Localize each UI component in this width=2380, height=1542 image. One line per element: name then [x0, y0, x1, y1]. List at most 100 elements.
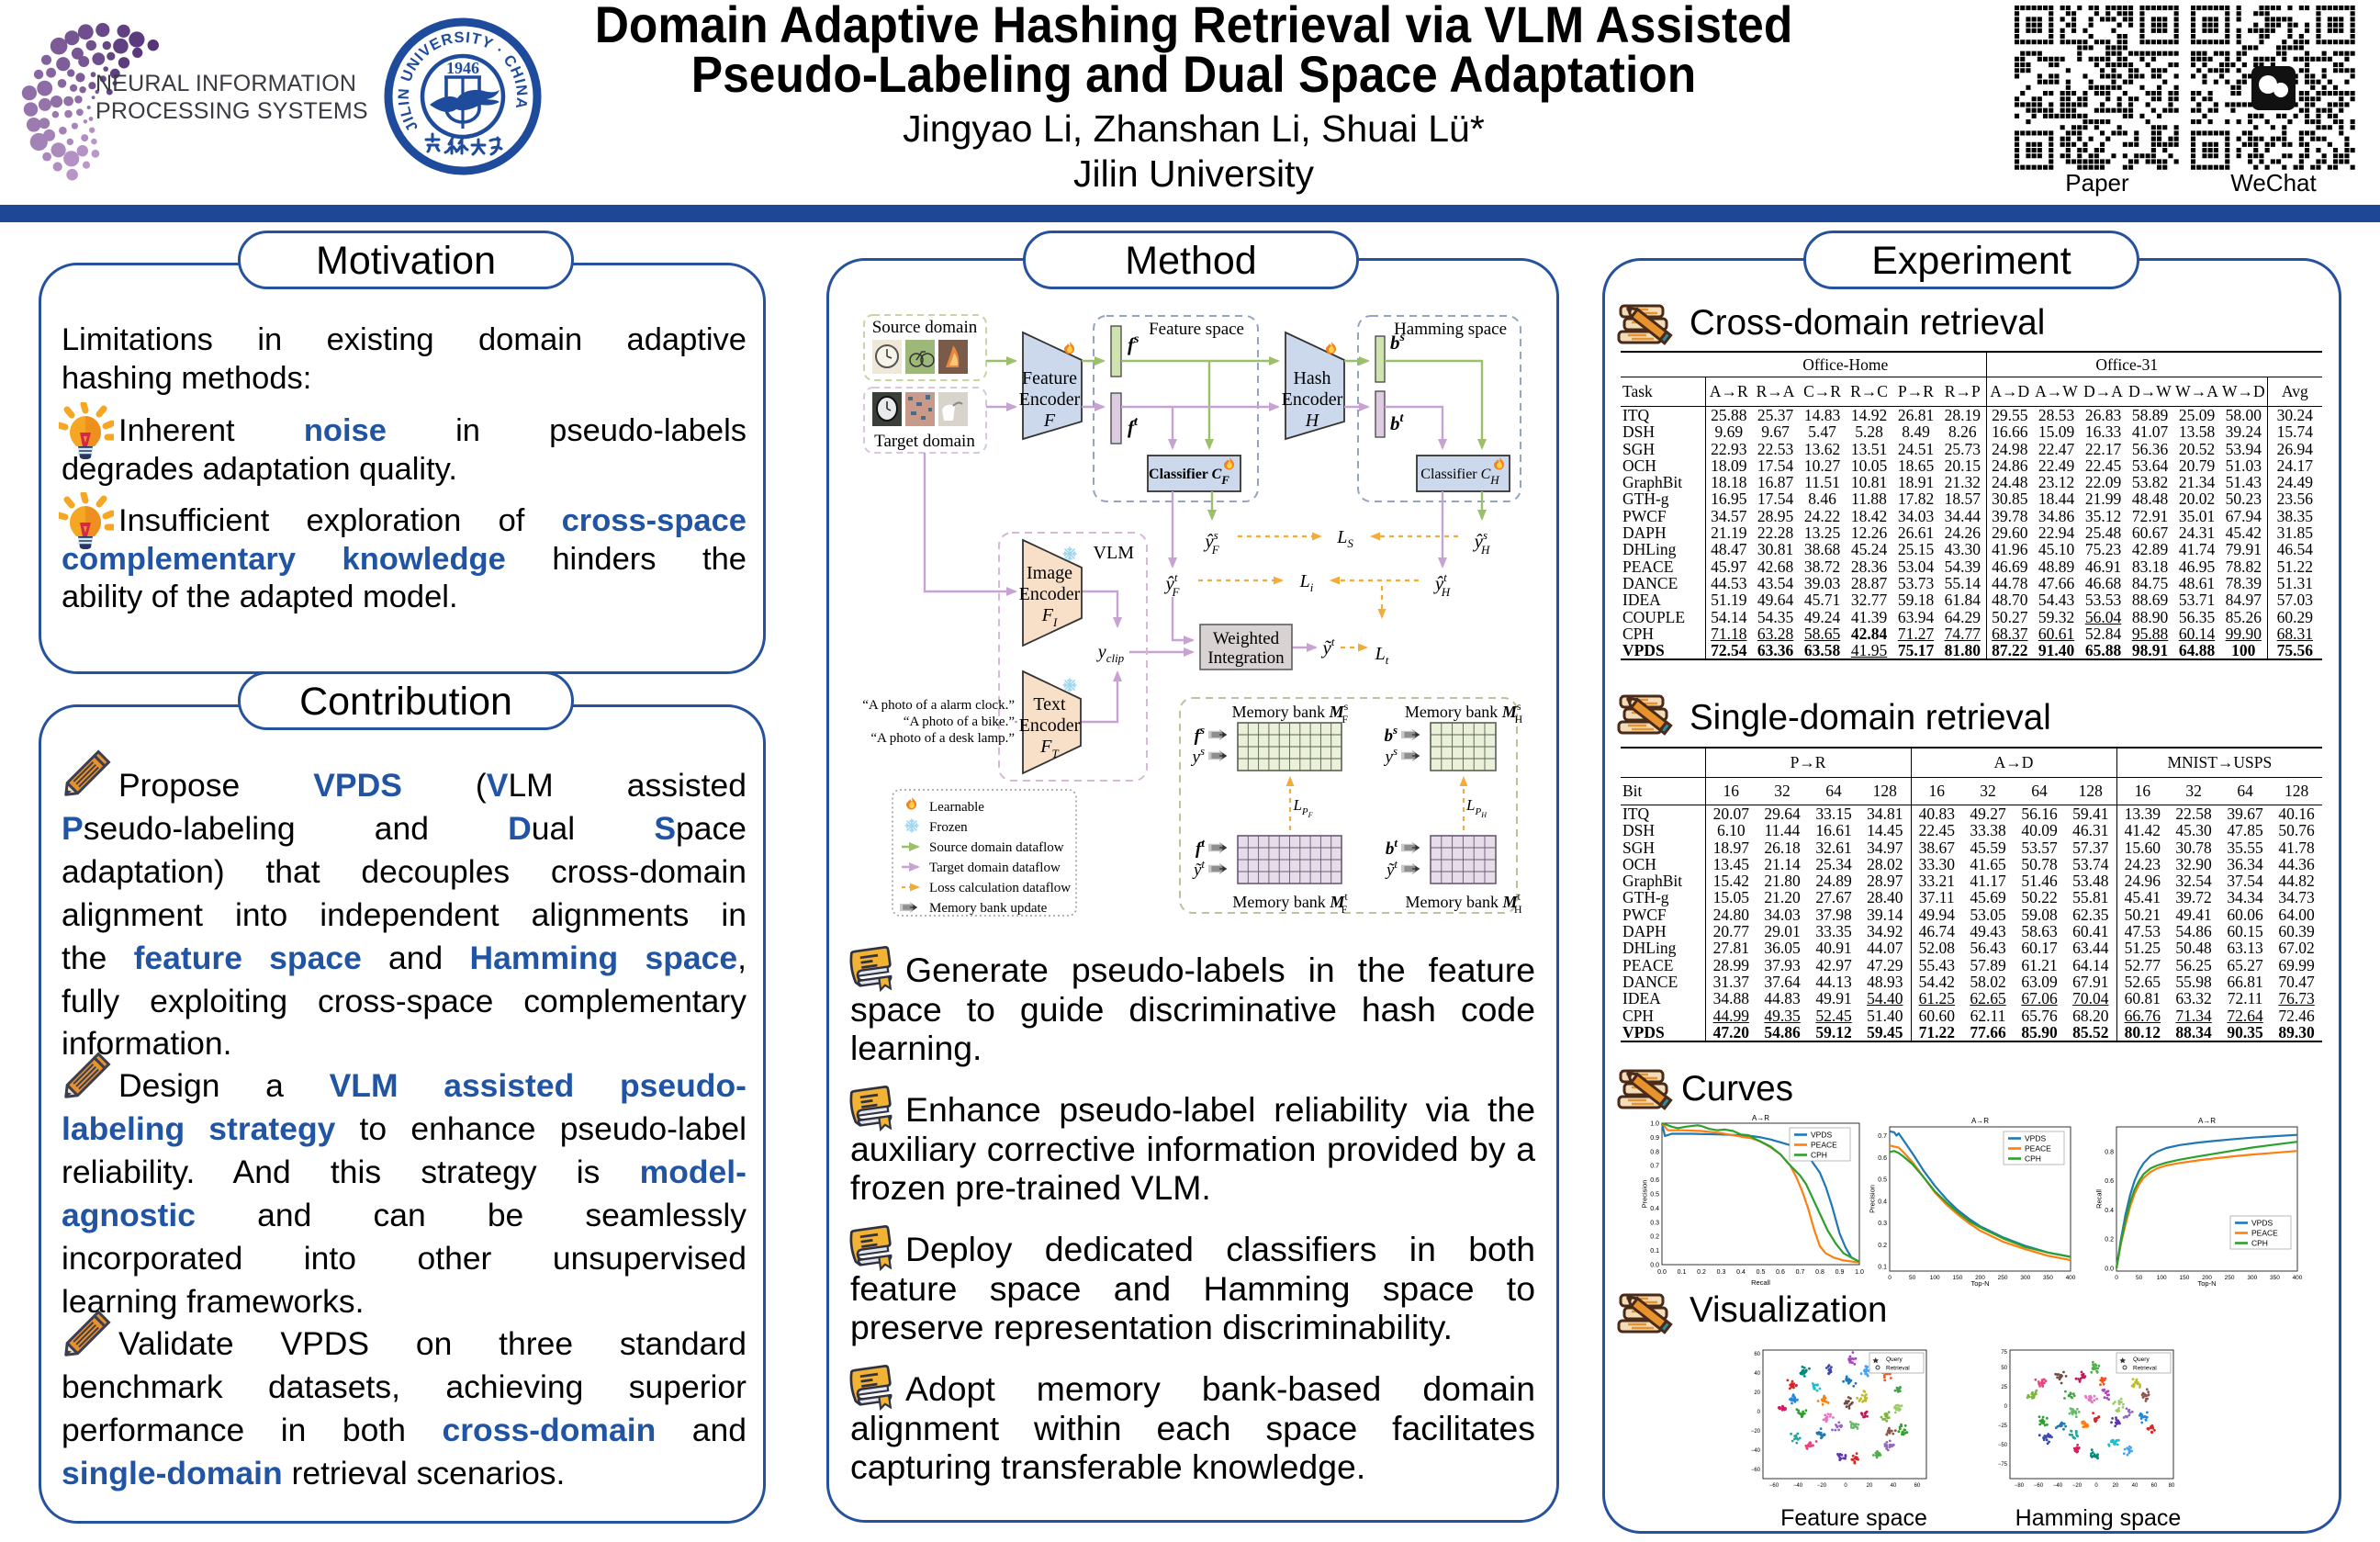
- svg-text:−40: −40: [1793, 1483, 1803, 1489]
- svg-text:400: 400: [2066, 1275, 2076, 1281]
- svg-text:fs: fs: [1195, 723, 1205, 746]
- svg-text:Classifier CF: Classifier CF: [1149, 467, 1229, 487]
- svg-text:Learnable: Learnable: [929, 800, 984, 815]
- svg-text:50: 50: [1909, 1275, 1916, 1281]
- svg-text:ft: ft: [1196, 836, 1205, 859]
- svg-text:Memory bank MsF: Memory bank Ms F: [1232, 700, 1349, 726]
- svg-text:Top-N: Top-N: [1970, 1279, 1989, 1288]
- svg-text:ŷsH: ŷs H: [1473, 528, 1490, 557]
- svg-text:PEACE: PEACE: [1811, 1141, 1837, 1150]
- svg-text:0.6: 0.6: [1650, 1177, 1659, 1184]
- svg-text:Encoder: Encoder: [1019, 715, 1081, 736]
- svg-text:0.0: 0.0: [1650, 1263, 1659, 1269]
- svg-text:0: 0: [2094, 1483, 2098, 1489]
- svg-text:Hash: Hash: [1293, 368, 1330, 388]
- svg-text:75: 75: [2001, 1350, 2007, 1356]
- svg-text:60: 60: [1914, 1483, 1921, 1489]
- svg-text:H: H: [1305, 411, 1320, 431]
- svg-text:Memory bank update: Memory bank update: [929, 901, 1048, 916]
- svg-text:−20: −20: [1751, 1429, 1761, 1435]
- svg-text:Encoder: Encoder: [1019, 389, 1081, 410]
- svg-text:0.6: 0.6: [2105, 1178, 2114, 1185]
- svg-text:Top-N: Top-N: [2197, 1279, 2216, 1288]
- svg-text:0.8: 0.8: [1815, 1269, 1824, 1276]
- svg-text:0.0: 0.0: [1657, 1269, 1667, 1276]
- svg-text:−40: −40: [2053, 1483, 2063, 1489]
- svg-text:80: 80: [2169, 1483, 2175, 1489]
- svg-text:ys: ys: [1384, 744, 1398, 767]
- svg-text:0.6: 0.6: [1878, 1155, 1887, 1162]
- svg-text:“A photo of a desk lamp.”: “A photo of a desk lamp.”: [870, 731, 1015, 746]
- svg-text:ys: ys: [1191, 744, 1206, 767]
- svg-text:250: 250: [2225, 1275, 2235, 1281]
- svg-text:CPH: CPH: [1811, 1151, 1827, 1160]
- svg-text:A→R: A→R: [2198, 1117, 2216, 1125]
- svg-text:ỹt: ỹt: [1385, 857, 1398, 880]
- svg-text:Loss calculation dataflow: Loss calculation dataflow: [929, 881, 1071, 895]
- svg-text:A→R: A→R: [1971, 1117, 1989, 1125]
- svg-text:100: 100: [2157, 1275, 2167, 1281]
- svg-text:1946: 1946: [446, 59, 479, 77]
- svg-text:−20: −20: [2072, 1483, 2082, 1489]
- svg-text:“A photo of a bike.”: “A photo of a bike.”: [904, 715, 1015, 729]
- svg-text:350: 350: [2270, 1275, 2280, 1281]
- svg-text:yclip: yclip: [1096, 642, 1125, 665]
- svg-text:VPDS: VPDS: [1811, 1131, 1832, 1140]
- svg-text:Li: Li: [1299, 571, 1314, 594]
- svg-text:−60: −60: [1769, 1483, 1779, 1489]
- svg-text:0.9: 0.9: [1836, 1269, 1845, 1276]
- svg-text:Frozen: Frozen: [929, 820, 968, 835]
- svg-text:−80: −80: [2015, 1483, 2025, 1489]
- svg-text:Lt: Lt: [1375, 644, 1389, 667]
- svg-text:ft: ft: [1128, 415, 1139, 438]
- svg-text:Precision: Precision: [1869, 1185, 1877, 1213]
- svg-text:200: 200: [1975, 1275, 1985, 1281]
- svg-text:Retrieval: Retrieval: [1886, 1366, 1910, 1372]
- svg-text:VPDS: VPDS: [2025, 1134, 2046, 1143]
- svg-text:VPDS: VPDS: [2251, 1219, 2273, 1228]
- svg-text:ŷtH: ŷt H: [1433, 570, 1451, 599]
- svg-text:PEACE: PEACE: [2025, 1144, 2051, 1154]
- svg-text:Memory bank MsH: Memory bank Ms H: [1405, 700, 1523, 726]
- svg-text:Classifier CH: Classifier CH: [1420, 467, 1499, 487]
- svg-text:0.5: 0.5: [1878, 1177, 1887, 1184]
- svg-text:Source domain dataflow: Source domain dataflow: [929, 840, 1064, 855]
- svg-text:−40: −40: [1751, 1448, 1761, 1454]
- svg-text:0: 0: [1888, 1275, 1892, 1281]
- svg-text:bs: bs: [1384, 723, 1398, 746]
- svg-text:0.8: 0.8: [2105, 1150, 2114, 1156]
- svg-text:50: 50: [2136, 1275, 2143, 1281]
- svg-text:40: 40: [1754, 1371, 1760, 1377]
- svg-text:1.0: 1.0: [1650, 1121, 1659, 1128]
- svg-text:−50: −50: [1998, 1443, 2008, 1448]
- svg-text:Encoder: Encoder: [1019, 584, 1081, 604]
- svg-text:0.4: 0.4: [1650, 1206, 1659, 1212]
- svg-text:Query: Query: [2133, 1356, 2150, 1363]
- svg-text:−75: −75: [1998, 1462, 2008, 1468]
- svg-text:25: 25: [2001, 1385, 2007, 1390]
- svg-text:0.4: 0.4: [2105, 1208, 2114, 1214]
- svg-text:−60: −60: [1751, 1468, 1761, 1473]
- svg-text:ŷsF: ŷs F: [1203, 528, 1219, 557]
- svg-text:ŷtF: ŷt F: [1164, 570, 1181, 599]
- svg-text:bt: bt: [1390, 411, 1405, 434]
- svg-text:fs: fs: [1128, 332, 1139, 355]
- svg-text:Feature: Feature: [1022, 368, 1077, 388]
- svg-text:ỹt: ỹt: [1192, 857, 1205, 880]
- svg-text:0.1: 0.1: [1650, 1248, 1659, 1255]
- svg-text:LPF: LPF: [1292, 796, 1312, 819]
- svg-text:400: 400: [2293, 1275, 2303, 1281]
- svg-text:200: 200: [2202, 1275, 2212, 1281]
- svg-text:0.4: 0.4: [1736, 1269, 1746, 1276]
- svg-text:0.8: 0.8: [1650, 1149, 1659, 1155]
- svg-text:0.2: 0.2: [2105, 1237, 2114, 1244]
- svg-text:Memory bank MtF: Memory bank Mt F: [1232, 890, 1348, 916]
- svg-text:0.0: 0.0: [2105, 1266, 2114, 1272]
- svg-text:Hamming space: Hamming space: [1394, 320, 1507, 339]
- svg-text:0.6: 0.6: [1776, 1269, 1785, 1276]
- svg-text:Recall: Recall: [1751, 1278, 1770, 1287]
- svg-text:100: 100: [1930, 1275, 1940, 1281]
- svg-text:Image: Image: [1027, 563, 1072, 583]
- svg-text:Text: Text: [1033, 694, 1066, 715]
- svg-text:VLM: VLM: [1094, 543, 1135, 563]
